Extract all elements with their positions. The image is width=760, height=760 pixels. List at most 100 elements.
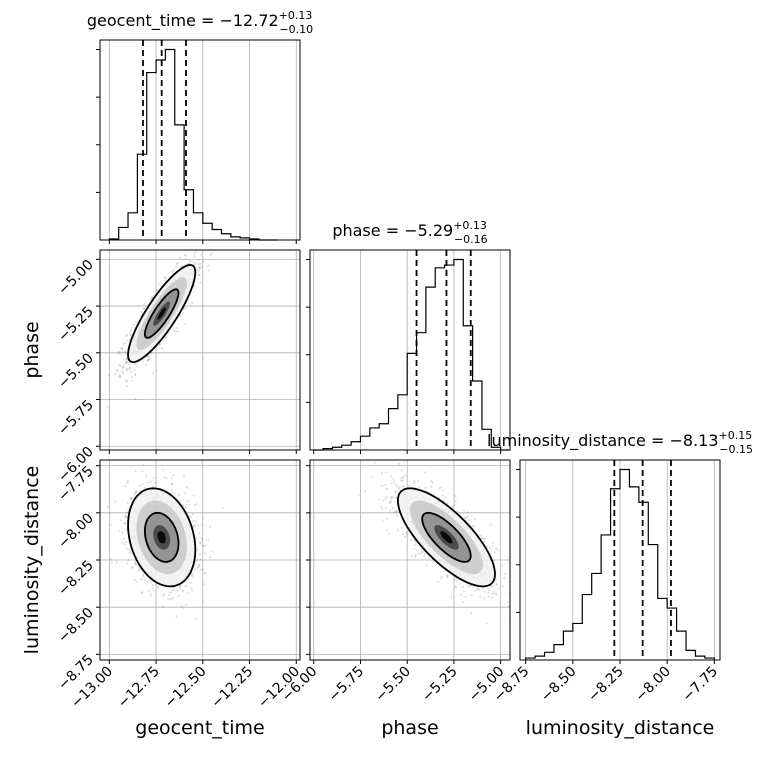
sample-point xyxy=(146,355,149,358)
sample-point xyxy=(106,505,109,508)
sample-point xyxy=(407,484,411,488)
x-axis-label-luminosity_distance: luminosity_distance xyxy=(526,717,715,739)
sample-point xyxy=(386,517,389,520)
sample-point xyxy=(190,260,194,263)
sample-point xyxy=(182,607,185,610)
sample-point xyxy=(122,342,125,345)
sample-point xyxy=(133,363,136,366)
sample-point xyxy=(503,572,507,575)
sample-point xyxy=(392,496,395,499)
sample-point xyxy=(440,575,443,578)
axes-phase_vs_geocent_time xyxy=(99,249,301,451)
sample-point xyxy=(204,544,207,547)
sample-point xyxy=(147,590,150,593)
sample-point xyxy=(450,595,453,598)
sample-point xyxy=(176,326,179,330)
sample-point xyxy=(183,492,186,495)
x-axis-label-geocent_time: geocent_time xyxy=(135,717,264,739)
sample-point xyxy=(114,373,117,376)
sample-point xyxy=(487,588,491,591)
sample-point xyxy=(170,482,173,486)
sample-point xyxy=(128,332,132,335)
sample-point xyxy=(439,486,442,489)
sample-point xyxy=(193,255,196,258)
sample-point xyxy=(477,587,480,591)
sample-point xyxy=(406,532,409,536)
histogram-geocent_time xyxy=(108,48,278,241)
sample-point xyxy=(495,547,498,550)
sample-point xyxy=(390,482,393,485)
sample-point xyxy=(404,531,408,534)
sample-point xyxy=(185,603,188,606)
sample-point xyxy=(424,486,427,490)
sample-point xyxy=(191,576,194,579)
x-tick-label: −5.75 xyxy=(326,664,368,706)
sample-point xyxy=(188,260,191,263)
sample-point xyxy=(401,526,404,529)
sample-point xyxy=(401,479,405,482)
sample-point xyxy=(197,273,200,276)
sample-point xyxy=(496,549,499,552)
sample-point xyxy=(176,261,179,265)
sample-point xyxy=(123,342,127,345)
sample-point xyxy=(148,355,151,358)
sample-point xyxy=(199,262,202,265)
sample-point xyxy=(145,580,149,583)
sample-point xyxy=(483,540,486,543)
sample-point xyxy=(134,398,137,401)
sample-point xyxy=(190,586,193,590)
sample-point xyxy=(144,363,148,367)
sample-point xyxy=(384,471,387,474)
sample-point xyxy=(126,384,129,388)
sample-point xyxy=(461,586,464,589)
y-axis-label-phase: phase xyxy=(21,321,43,378)
sample-point xyxy=(488,587,491,590)
sample-point xyxy=(471,524,474,527)
sample-point xyxy=(129,367,132,370)
title-luminosity_distance: luminosity_distance = −8.13+0.15 −0.15 xyxy=(487,429,753,456)
sample-point xyxy=(182,475,186,478)
sample-point xyxy=(172,596,175,599)
sample-point xyxy=(394,483,397,486)
sample-point xyxy=(202,544,205,547)
sample-point xyxy=(176,589,179,592)
sample-point xyxy=(410,484,414,487)
sample-point xyxy=(477,588,481,592)
sample-point xyxy=(454,494,457,498)
sample-point xyxy=(122,371,125,375)
sample-point xyxy=(199,542,202,545)
sample-point xyxy=(122,358,125,361)
sample-point xyxy=(165,477,168,480)
sample-point xyxy=(150,580,153,584)
sample-point xyxy=(466,511,470,514)
sample-point xyxy=(193,504,197,507)
sample-point xyxy=(154,481,157,484)
sample-point xyxy=(454,499,457,503)
sample-point xyxy=(179,584,182,588)
sample-point xyxy=(414,480,417,484)
sample-point xyxy=(158,342,162,346)
sample-point xyxy=(455,579,458,582)
sample-point xyxy=(201,260,205,263)
sample-point xyxy=(122,366,125,369)
sample-point xyxy=(138,568,141,571)
sample-point xyxy=(200,265,203,268)
sample-point xyxy=(183,254,186,257)
sample-point xyxy=(207,269,210,272)
sample-point xyxy=(141,483,144,486)
x-axis-label-phase: phase xyxy=(381,717,438,739)
sample-point xyxy=(184,506,187,509)
sample-point xyxy=(201,523,204,526)
sample-point xyxy=(394,491,397,494)
sample-point xyxy=(142,307,145,310)
sample-point xyxy=(188,234,190,236)
sample-point xyxy=(119,350,122,353)
sample-point xyxy=(118,374,122,377)
sample-point xyxy=(176,595,179,598)
sample-point xyxy=(420,550,423,553)
sample-point xyxy=(489,546,492,550)
sample-point xyxy=(185,486,189,489)
sample-point xyxy=(200,558,203,561)
sample-point xyxy=(132,323,135,327)
sample-point xyxy=(381,507,384,510)
